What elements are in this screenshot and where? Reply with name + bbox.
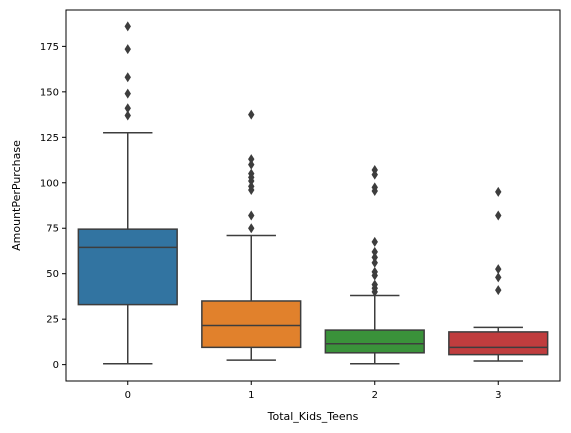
outlier-point-1-1 — [248, 154, 255, 165]
outlier-point-0-0 — [124, 21, 131, 32]
outlier-point-3-1 — [495, 210, 502, 221]
outlier-point-2-9 — [371, 270, 378, 281]
outlier-point-1-7 — [248, 185, 255, 196]
x-tick-label-2: 2 — [372, 390, 378, 401]
x-tick-label-3: 3 — [495, 390, 501, 401]
x-axis-label: Total_Kids_Teens — [267, 410, 359, 423]
box-1 — [201, 300, 302, 349]
box-group-3 — [448, 186, 549, 362]
outlier-point-3-4 — [495, 285, 502, 296]
outlier-point-0-2 — [124, 72, 131, 83]
outlier-point-0-1 — [124, 44, 131, 55]
box-group-1 — [201, 109, 302, 361]
outlier-point-3-2 — [495, 264, 502, 275]
outlier-point-0-4 — [124, 103, 131, 114]
x-axis: 0 1 2 3 — [125, 381, 501, 401]
outlier-point-1-9 — [248, 223, 255, 234]
y-tick-label-0: 0 — [53, 360, 59, 371]
outlier-point-2-7 — [371, 257, 378, 268]
axes-frame — [65, 9, 561, 382]
outlier-point-2-5 — [371, 246, 378, 257]
outlier-point-1-5 — [248, 175, 255, 186]
box-group-0 — [77, 21, 178, 365]
outlier-point-1-2 — [248, 159, 255, 170]
outlier-point-3-3 — [495, 272, 502, 283]
x-tick-label-1: 1 — [248, 390, 254, 401]
plot-area — [77, 21, 549, 365]
outlier-point-2-6 — [371, 252, 378, 263]
box-2 — [324, 329, 425, 354]
y-tick-label-75: 75 — [46, 224, 59, 235]
outlier-point-2-4 — [371, 236, 378, 247]
y-tick-label-175: 175 — [40, 42, 59, 53]
y-tick-label-100: 100 — [40, 178, 59, 189]
y-tick-label-25: 25 — [46, 315, 59, 326]
outlier-point-2-1 — [371, 169, 378, 180]
outlier-point-0-5 — [124, 110, 131, 121]
box-group-2 — [324, 165, 425, 365]
outlier-point-1-8 — [248, 210, 255, 221]
outlier-point-0-3 — [124, 88, 131, 99]
outlier-point-1-0 — [248, 109, 255, 120]
y-tick-label-50: 50 — [46, 269, 59, 280]
box-3 — [448, 331, 549, 356]
outlier-point-2-3 — [371, 185, 378, 196]
y-tick-label-125: 125 — [40, 133, 59, 144]
outlier-point-3-0 — [495, 186, 502, 197]
box-0 — [77, 228, 178, 306]
y-axis: 0 25 50 75 100 125 150 175 — [40, 42, 66, 371]
y-tick-label-150: 150 — [40, 87, 59, 98]
outlier-point-2-12 — [371, 286, 378, 297]
y-axis-label: AmountPerPurchase — [10, 140, 23, 251]
x-tick-label-0: 0 — [125, 390, 131, 401]
